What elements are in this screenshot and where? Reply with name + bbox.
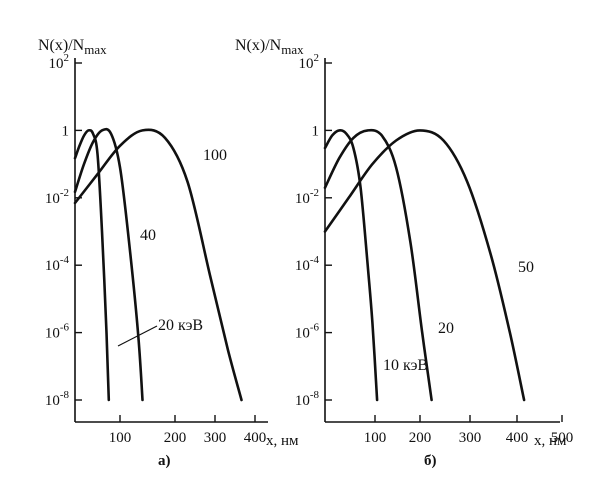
series-label: 10 кэВ — [383, 357, 428, 374]
series-line-40 — [73, 127, 144, 402]
x-axis-title: x, нм — [534, 433, 567, 449]
series-line-100 — [73, 128, 243, 402]
y-tick-label: 10-2 — [45, 187, 69, 207]
x-tick-label: 400 — [244, 430, 267, 446]
panel-label: а) — [158, 453, 171, 469]
series-label: 50 — [518, 259, 534, 276]
series-label: 20 — [438, 320, 454, 337]
x-tick-label: 300 — [204, 430, 227, 446]
series-line-20 — [323, 128, 433, 402]
x-tick-label: 400 — [506, 430, 529, 446]
y-tick-label: 10-6 — [295, 322, 320, 342]
series-label: 20 кэВ — [158, 317, 203, 334]
y-tick-label: 1 — [312, 123, 320, 139]
y-axis-title: N(x)/Nmax — [38, 37, 107, 57]
x-tick-label: 500 — [551, 430, 574, 446]
x-tick-label: 100 — [364, 430, 387, 446]
y-tick-label: 10-2 — [295, 187, 319, 207]
y-tick-label: 10-4 — [295, 254, 320, 274]
y-axis-title: N(x)/Nmax — [235, 37, 304, 57]
y-tick-label: 102 — [49, 52, 70, 72]
x-axis-title: x, нм — [266, 433, 299, 449]
x-tick-label: 300 — [459, 430, 482, 446]
y-tick-label: 1 — [62, 123, 70, 139]
series-line-20 — [73, 128, 111, 402]
x-tick-label: 200 — [409, 430, 432, 446]
series-label: 100 — [203, 147, 227, 164]
series-line-10 — [323, 129, 379, 402]
chart-panel-b: 102 1 10-2 10-4 10-6 10-8 100 200 300 400 500 N(x)/… — [235, 37, 573, 469]
x-tick-label: 200 — [164, 430, 187, 446]
y-tick-label: 10-4 — [45, 254, 70, 274]
y-tick-label: 10-6 — [45, 322, 70, 342]
x-tick-label: 100 — [109, 430, 132, 446]
y-tick-label: 102 — [299, 52, 320, 72]
chart-panel-a: 102 1 10-2 10-4 10-6 10-8 100 200 300 400 N(x)/Nma… — [38, 37, 299, 469]
series-line-50 — [323, 129, 526, 402]
series-label: 40 — [140, 227, 156, 244]
y-tick-label: 10-8 — [45, 389, 70, 409]
y-tick-label: 10-8 — [295, 389, 320, 409]
panel-label: б) — [424, 453, 437, 469]
